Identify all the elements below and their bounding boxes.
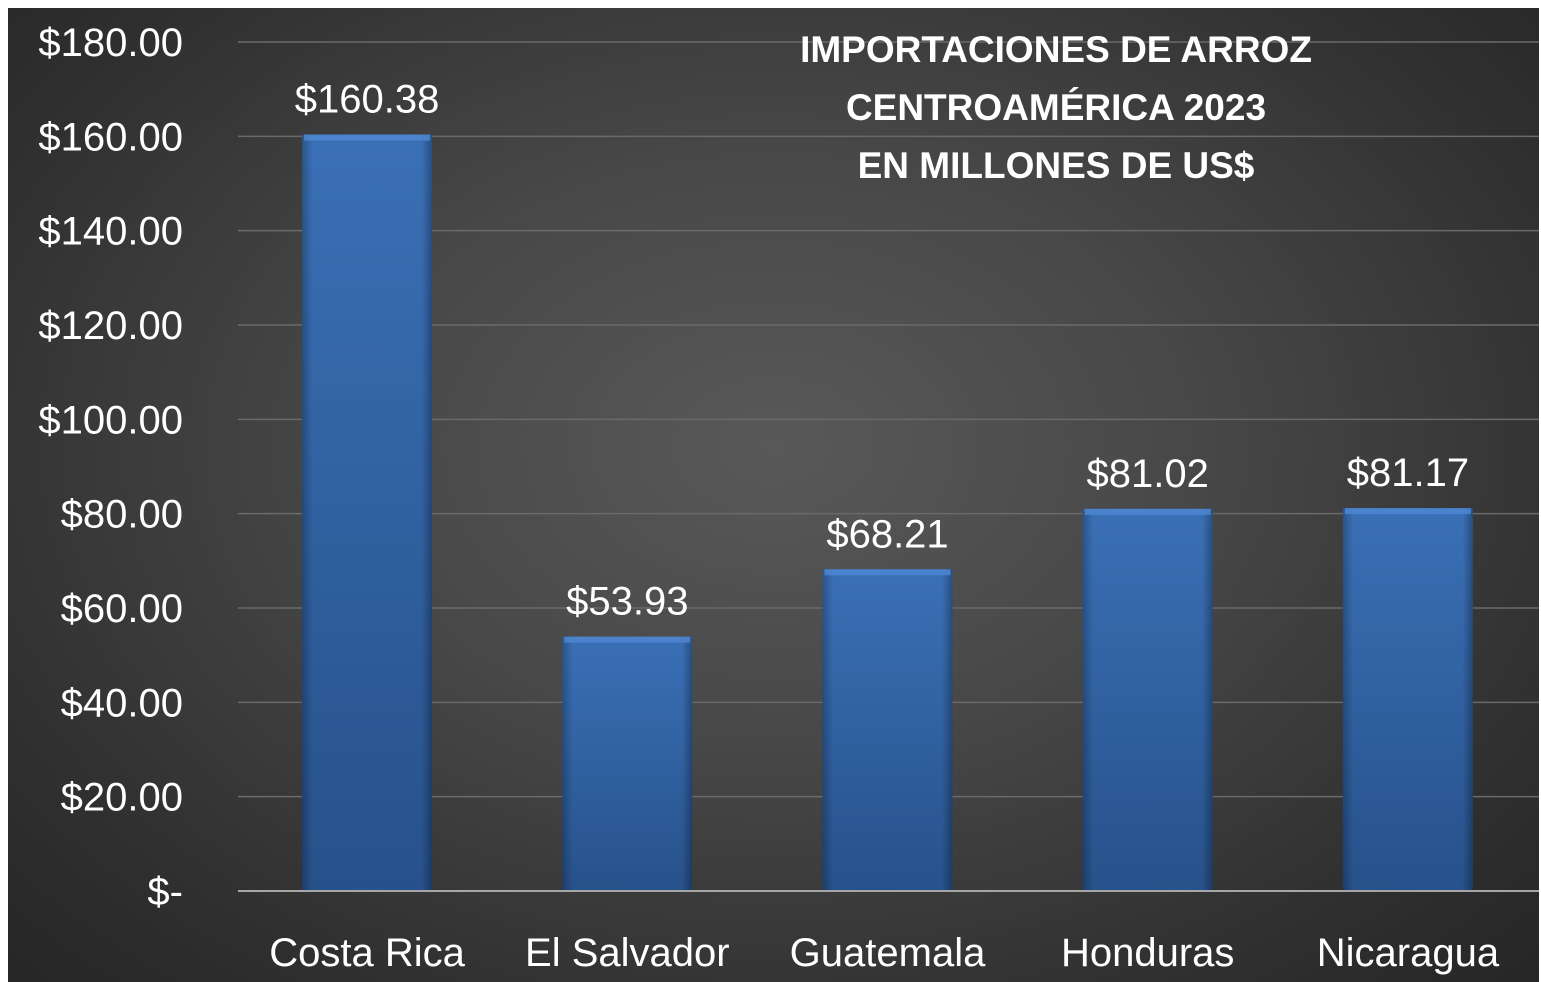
title-line: EN MILLONES DE US$ [858,145,1255,186]
y-tick-label: $80.00 [61,493,183,537]
y-tick-label: $100.00 [38,398,183,442]
data-label: $53.93 [566,580,688,624]
y-tick-label: $40.00 [61,681,183,725]
y-tick-label: $20.00 [61,776,183,820]
bar-top-bevel [304,135,430,141]
title-line: CENTROAMÉRICA 2023 [846,87,1266,128]
x-tick-label: Honduras [1061,931,1234,975]
bar-top-bevel [1085,509,1211,515]
data-label: $81.17 [1347,451,1469,495]
bar-shade [1083,509,1213,891]
chart-area: $- $20.00 $40.00 $60.00 $80.00 $100.00 $120.00… [8,8,1539,982]
data-label: $81.02 [1087,452,1209,496]
bar [823,569,953,891]
bar-top-bevel [825,569,951,575]
bar [1343,508,1473,891]
bar [1083,509,1213,891]
y-tick-label: $160.00 [38,115,183,159]
data-label: $160.38 [295,78,440,122]
y-axis: $- $20.00 $40.00 $60.00 $80.00 $100.00 $120.00… [38,21,183,914]
x-tick-label: El Salvador [525,931,730,975]
y-tick-label: $60.00 [61,587,183,631]
x-tick-label: Nicaragua [1317,931,1500,975]
title-line: IMPORTACIONES DE ARROZ [800,29,1312,70]
bar-shade [823,569,953,891]
bar-shade [302,135,432,891]
bar-chart: $- $20.00 $40.00 $60.00 $80.00 $100.00 $120.00… [8,8,1539,982]
x-tick-label: Costa Rica [269,931,465,975]
bar [302,135,432,891]
data-label: $68.21 [826,512,948,556]
bar-shade [562,637,692,891]
chart-title: IMPORTACIONES DE ARROZ CENTROAMÉRICA 2023… [800,29,1312,186]
x-tick-label: Guatemala [790,931,986,975]
x-axis: Costa Rica El Salvador Guatemala Honduras Ni… [238,891,1539,975]
y-tick-label: $180.00 [38,21,183,65]
bar-top-bevel [1345,508,1471,514]
bar [562,637,692,891]
y-tick-label: $120.00 [38,304,183,348]
y-tick-label: $140.00 [38,210,183,254]
y-tick-label: $- [147,870,183,914]
bar-shade [1343,508,1473,891]
bar-top-bevel [564,637,690,643]
